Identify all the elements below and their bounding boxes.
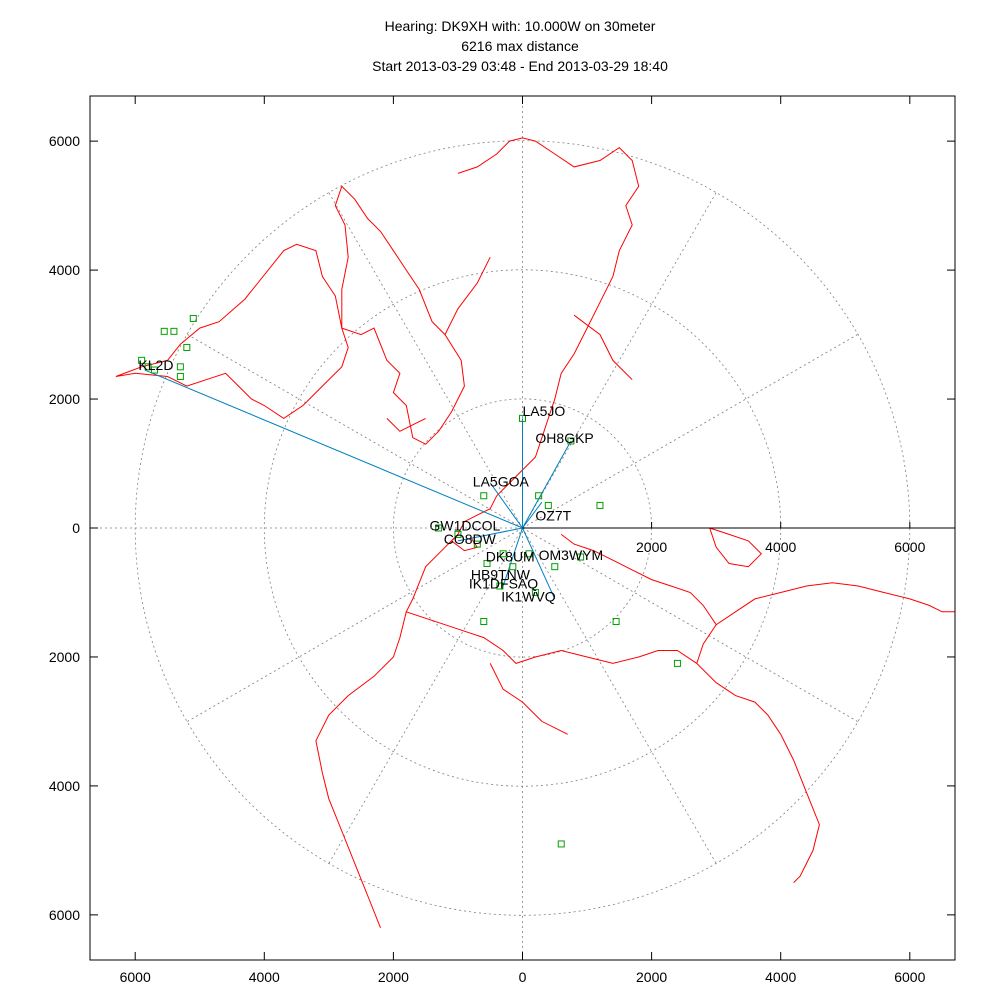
station-marker xyxy=(577,553,585,561)
station-marker xyxy=(557,840,565,848)
inner-tick-label: 6000 xyxy=(894,539,925,555)
station-marker xyxy=(509,563,517,571)
station-marker xyxy=(138,356,146,364)
station-marker xyxy=(189,314,197,322)
propagation-path xyxy=(522,527,556,600)
station-marker xyxy=(673,659,681,667)
coastline xyxy=(560,534,717,625)
propagation-path xyxy=(144,369,523,529)
station-marker xyxy=(499,550,507,558)
station-marker xyxy=(531,588,539,596)
station-marker xyxy=(596,501,604,509)
station-marker xyxy=(519,414,526,422)
path-layer xyxy=(144,369,572,600)
callsign-label: IK1WVQ xyxy=(501,589,556,605)
callsign-label: HB9TNW xyxy=(471,567,531,583)
grid-spoke xyxy=(522,192,717,529)
grid-spoke xyxy=(186,527,523,723)
x-tick-label: 6000 xyxy=(894,969,925,985)
propagation-path xyxy=(489,482,523,529)
station-layer xyxy=(138,314,681,848)
title-line-1: Hearing: DK9XH with: 10.000W on 30meter xyxy=(384,18,656,34)
y-tick-label: 6000 xyxy=(49,133,80,149)
coastline xyxy=(450,534,479,552)
station-marker xyxy=(544,501,552,509)
callsign-label: LA5GOA xyxy=(473,474,530,490)
callsign-label: OZ7T xyxy=(535,507,571,523)
station-marker xyxy=(151,366,159,374)
coastline xyxy=(709,527,763,568)
station-marker xyxy=(176,363,184,371)
grid-spoke xyxy=(186,333,523,529)
coastline-layer xyxy=(115,137,955,928)
title-line-3: Start 2013-03-29 03:48 - End 2013-03-29 … xyxy=(372,58,668,74)
x-tick-label: 0 xyxy=(519,969,527,985)
station-marker xyxy=(454,530,462,538)
propagation-path xyxy=(457,527,523,542)
y-tick-label: 0 xyxy=(72,520,80,536)
callsign-label: OH8GKP xyxy=(535,430,593,446)
station-marker xyxy=(170,327,178,335)
callsign-label: GW1DCOL xyxy=(430,518,501,534)
station-marker xyxy=(480,617,488,625)
propagation-path xyxy=(522,501,543,529)
station-marker xyxy=(612,617,620,625)
x-tick-label: 6000 xyxy=(120,969,151,985)
title-line-2: 6216 max distance xyxy=(461,38,579,54)
station-marker xyxy=(551,563,559,571)
station-marker xyxy=(567,437,575,445)
x-tick-label: 2000 xyxy=(636,969,667,985)
callsign-label: LA5JO xyxy=(523,403,566,419)
station-marker xyxy=(160,327,168,335)
y-tick-label: 4000 xyxy=(49,262,80,278)
coastline xyxy=(405,495,820,883)
y-tick-label: 2000 xyxy=(49,391,80,407)
x-tick-label: 4000 xyxy=(765,969,796,985)
y-tick-label: 2000 xyxy=(49,649,80,665)
coastline xyxy=(457,137,640,497)
callsign-label: CO8DW xyxy=(444,531,497,547)
station-marker xyxy=(483,559,491,567)
coastline xyxy=(573,314,633,381)
x-tick-label: 2000 xyxy=(378,969,409,985)
coastline xyxy=(315,611,407,928)
station-marker xyxy=(535,492,543,500)
callsign-label: OM3WYM xyxy=(539,547,604,563)
station-marker xyxy=(525,550,533,558)
propagation-path xyxy=(522,440,572,529)
inner-tick-label: 4000 xyxy=(765,539,796,555)
station-marker xyxy=(176,372,184,380)
inner-tick-label: 2000 xyxy=(636,539,667,555)
propagation-path xyxy=(502,527,523,587)
chart-title: Hearing: DK9XH with: 10.000W on 30meter … xyxy=(0,16,1000,76)
station-marker xyxy=(473,540,481,548)
coastline xyxy=(444,256,491,335)
axes-layer: 6000 4000 2000 0 2000 4000 6000 6000 4000 2000 0 20… xyxy=(49,95,956,985)
station-marker xyxy=(480,492,488,500)
coastline xyxy=(696,582,955,664)
coastline xyxy=(115,243,349,420)
grid-spoke xyxy=(522,527,717,864)
coastline xyxy=(386,417,426,432)
callsign-label: IK1DFSAQ xyxy=(469,576,538,592)
x-tick-label: 4000 xyxy=(249,969,280,985)
y-tick-label: 4000 xyxy=(49,778,80,794)
callsign-label: KL2D xyxy=(138,357,173,373)
station-marker xyxy=(183,343,191,351)
station-marker xyxy=(496,582,504,590)
coastline xyxy=(489,663,568,735)
callsign-label: DK8UM xyxy=(486,549,535,565)
y-tick-label: 6000 xyxy=(49,907,80,923)
